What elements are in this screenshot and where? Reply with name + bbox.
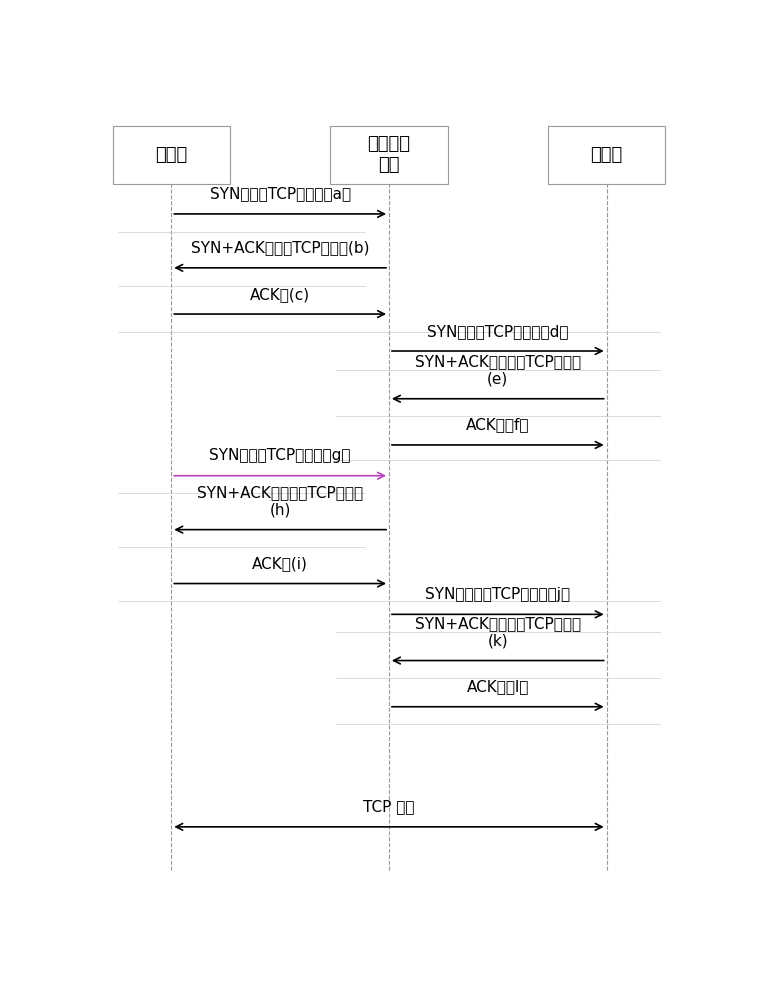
- Text: 客户端: 客户端: [156, 146, 187, 164]
- Text: SYN+ACK包（不带TCP选项）: SYN+ACK包（不带TCP选项）: [414, 616, 581, 631]
- Text: SYN包（带TCP选项）（a）: SYN包（带TCP选项）（a）: [209, 187, 351, 202]
- Text: ACK包（f）: ACK包（f）: [466, 418, 530, 433]
- Text: SYN+ACK包（带TCP选项）(b): SYN+ACK包（带TCP选项）(b): [191, 241, 370, 256]
- Text: 服务器: 服务器: [591, 146, 622, 164]
- Text: (e): (e): [487, 371, 509, 386]
- Text: SYN包（带TCP选项）（g）: SYN包（带TCP选项）（g）: [209, 448, 351, 463]
- Text: SYN包（带TCP选项）（d）: SYN包（带TCP选项）（d）: [427, 324, 568, 339]
- Text: ACK包（l）: ACK包（l）: [467, 679, 529, 694]
- FancyBboxPatch shape: [548, 126, 666, 184]
- Text: TCP 连接: TCP 连接: [364, 800, 414, 815]
- Text: ACK包(c): ACK包(c): [250, 287, 310, 302]
- FancyBboxPatch shape: [330, 126, 448, 184]
- Text: (k): (k): [487, 633, 508, 648]
- Text: ACK包(i): ACK包(i): [252, 556, 308, 571]
- Text: SYN包（不带TCP选项）（j）: SYN包（不带TCP选项）（j）: [425, 587, 570, 602]
- Text: SYN+ACK包（不带TCP选项）: SYN+ACK包（不带TCP选项）: [197, 485, 364, 500]
- FancyBboxPatch shape: [112, 126, 230, 184]
- Text: 流量管理
设备: 流量管理 设备: [367, 135, 411, 174]
- Text: SYN+ACK包（不带TCP选项）: SYN+ACK包（不带TCP选项）: [414, 354, 581, 369]
- Text: (h): (h): [269, 502, 291, 517]
